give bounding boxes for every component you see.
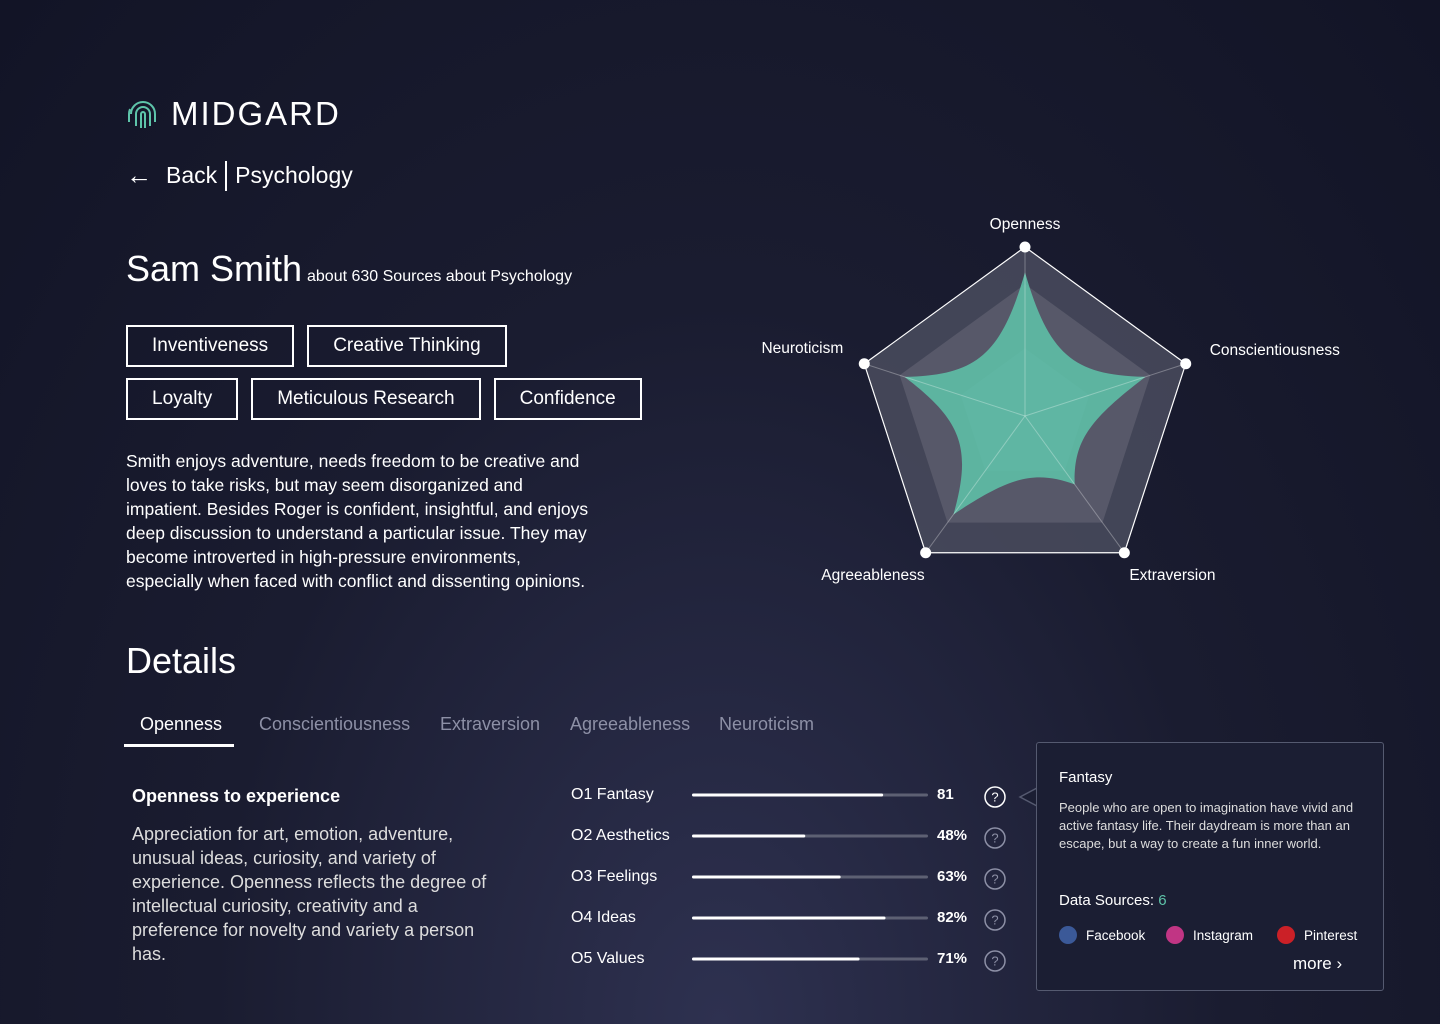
data-sources: Data Sources: 6 [1059,892,1167,909]
radar-axis-label: Agreeableness [821,567,925,584]
help-glyph: ? [991,871,998,886]
help-glyph: ? [991,912,998,927]
tooltip-title: Fantasy [1059,769,1113,786]
help-glyph: ? [991,789,998,804]
logo-icon [128,101,156,128]
tab[interactable]: Neuroticism [719,714,815,734]
back-link[interactable]: Back [166,162,218,188]
source-name: Facebook [1086,927,1146,943]
value-label: 48% [937,827,967,844]
tag-row: Inventiveness Creative Thinking [126,325,655,378]
source-icon [1059,926,1077,944]
source-name: Instagram [1193,927,1254,943]
radar-axis-label: Openness [990,216,1061,233]
radar-area [904,272,1146,515]
tag[interactable]: Confidence [493,378,642,420]
value-label: 63% [937,868,967,885]
help-glyph: ? [991,953,998,968]
bar [692,834,806,838]
tag[interactable]: Inventiveness [126,325,295,367]
help-icon[interactable] [984,950,1006,972]
tooltip: Fantasy People who are open to imaginati… [1036,742,1384,991]
tag[interactable]: Meticulous Research [251,378,481,420]
bar [692,957,860,961]
value-label: 82% [937,909,967,926]
source-list: Facebook Instagram Pinterest [1059,926,1367,944]
help-icon[interactable] [984,868,1006,890]
source[interactable]: Facebook [1059,926,1166,944]
radar-axis-label: Neuroticism [761,340,843,357]
details-title: Details [126,640,237,681]
tab[interactable]: Agreeableness [570,714,691,734]
source[interactable]: Instagram [1166,926,1277,944]
breadcrumb: ← Back Psychology [126,160,353,191]
help-glyph: ? [991,830,998,845]
radar-spoke [864,363,1026,417]
radar-vertex [1019,241,1031,253]
radar-spoke [925,415,1026,554]
bar [692,916,886,920]
sources-count: about 630 Sources about Psychology [307,268,573,285]
back-arrow[interactable]: ← [126,160,152,190]
source-icon [1166,926,1184,944]
radar-vertex [1180,358,1192,370]
radar-spoke [1024,415,1125,554]
value-label: 71% [937,950,967,967]
bar [692,875,841,879]
bio: Smith enjoys adventure, needs freedom to… [126,451,589,591]
facet-text: Appreciation for art, emotion, adventure… [132,824,487,964]
facet-label: O4 Ideas [571,909,636,926]
help-icon[interactable] [984,827,1006,849]
help-icon[interactable] [984,909,1006,931]
facet-label: O2 Aesthetics [571,827,670,844]
radar-spoke [1024,363,1186,417]
tab-underline [124,744,234,747]
tooltip-pointer [1018,787,1038,807]
facet-heading: Openness to experience [132,786,341,806]
radar-vertex [858,358,870,370]
tab[interactable]: Conscientiousness [259,714,411,734]
radar-outline [863,246,1187,554]
source-name: Pinterest [1304,927,1358,943]
radar-axis-label: Extraversion [1129,567,1215,584]
radar-vertex [1118,547,1130,559]
radar-vertex [920,547,932,559]
facet-label: O1 Fantasy [571,786,654,803]
source[interactable]: Pinterest [1277,926,1367,944]
profile-name: Sam Smith [126,248,303,289]
tooltip-text: People who are open to imagination have … [1059,800,1354,851]
logo[interactable]: MIDGARD [127,95,341,133]
tab[interactable]: Extraversion [440,714,541,734]
more-link[interactable]: more › [1293,954,1343,973]
more-text: more [1293,954,1332,973]
help-icon[interactable] [984,786,1006,808]
section: Psychology [235,162,353,188]
facet-label: O3 Feelings [571,868,657,885]
sources-number: 6 [1158,892,1167,909]
sources-label: Data Sources: [1059,892,1155,909]
source-icon [1277,926,1295,944]
tab[interactable]: Openness [140,714,223,734]
tag[interactable]: Creative Thinking [307,325,507,367]
tag-row: Loyalty Meticulous Research Confidence [126,378,655,431]
brand: MIDGARD [171,95,341,132]
divider [225,160,228,191]
tags: Inventiveness Creative Thinking Loyalty Met… [126,325,655,431]
tag[interactable]: Loyalty [126,378,239,420]
value-label: 81 [937,786,954,803]
radar-axis-label: Conscientiousness [1210,342,1340,359]
facet-label: O5 Values [571,950,645,967]
bar [692,793,884,797]
